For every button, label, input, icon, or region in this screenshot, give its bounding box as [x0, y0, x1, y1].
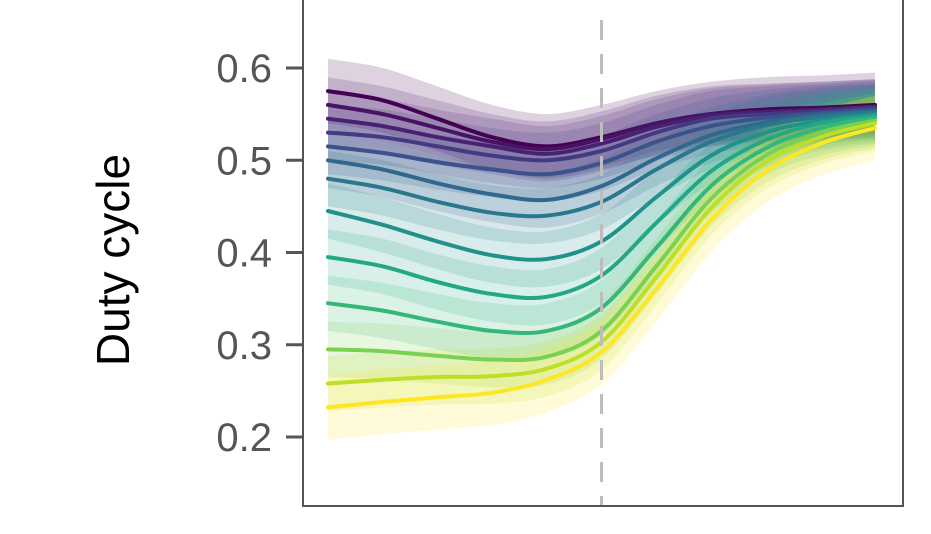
- series-line-10: [326, 115, 877, 336]
- series-band-1: [328, 58, 875, 179]
- y-tick-label-1: 0.2: [216, 416, 272, 460]
- series-band-10: [328, 90, 875, 361]
- series-line-4: [326, 105, 877, 163]
- series-line-12: [326, 121, 877, 386]
- y-tick-label-3: 0.4: [216, 232, 272, 276]
- y-tick-label-5: 0.6: [216, 47, 272, 91]
- y-tick-label-2: 0.3: [216, 324, 272, 368]
- plot-frame: [302, 0, 904, 507]
- y-axis-label: Duty cycle: [87, 154, 139, 366]
- series-line-6: [326, 109, 877, 203]
- y-axis: 0.2 0.3 0.4 0.5 0.6: [216, 47, 302, 460]
- series-line-11: [326, 118, 877, 362]
- series-band-8: [328, 86, 875, 288]
- series-band-9: [328, 88, 875, 326]
- y-tick-label-4: 0.5: [216, 139, 272, 183]
- series-band-7: [328, 84, 875, 244]
- series-line-13: [326, 126, 877, 410]
